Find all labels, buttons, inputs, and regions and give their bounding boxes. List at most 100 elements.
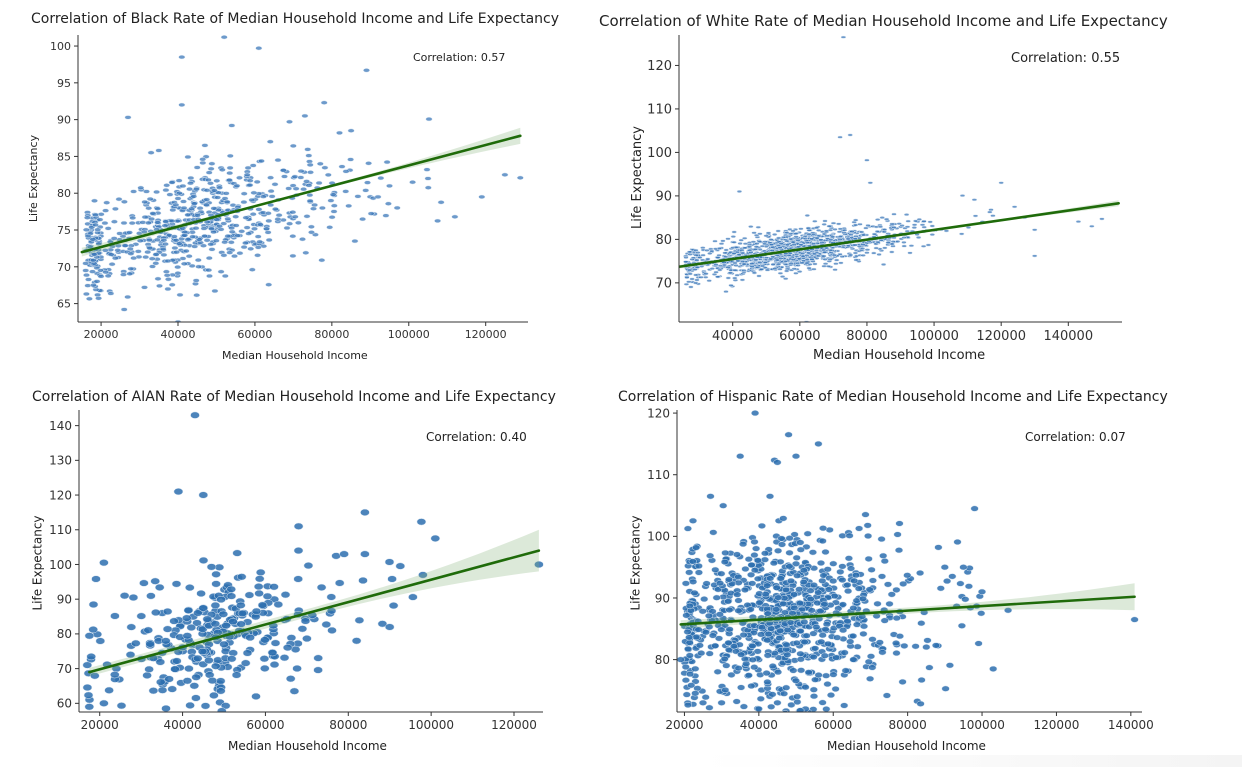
data-point: [289, 234, 297, 239]
data-point: [89, 258, 97, 263]
data-point: [747, 561, 756, 569]
data-point: [832, 654, 841, 661]
data-point: [168, 180, 176, 185]
data-point: [779, 275, 786, 279]
data-point: [224, 233, 232, 239]
data-point: [180, 205, 188, 211]
data-point: [292, 186, 300, 191]
data-point: [801, 684, 810, 691]
data-point: [684, 276, 690, 279]
data-point: [686, 671, 695, 678]
data-point: [271, 206, 279, 212]
data-point: [437, 200, 445, 205]
data-point: [306, 198, 314, 204]
data-point: [213, 217, 221, 222]
data-point: [824, 640, 833, 647]
data-point: [863, 522, 872, 529]
data-point: [964, 583, 973, 590]
data-point: [256, 222, 264, 227]
data-point: [354, 194, 362, 199]
data-point: [681, 677, 690, 684]
data-point: [172, 238, 180, 243]
data-point: [773, 699, 782, 706]
data-point: [866, 653, 876, 660]
data-point: [737, 651, 746, 658]
data-point: [756, 695, 765, 702]
data-point: [720, 558, 729, 566]
data-point: [307, 224, 315, 229]
data-point: [729, 643, 739, 650]
y-axis-label: Life Expectancy: [628, 515, 643, 611]
data-point: [883, 581, 893, 588]
data-point: [877, 536, 886, 543]
y-tick-label: 80: [57, 187, 71, 200]
data-point: [704, 612, 714, 619]
data-point: [205, 255, 213, 261]
data-point: [705, 704, 714, 711]
data-point: [839, 627, 848, 634]
data-point: [852, 251, 859, 255]
data-point: [777, 271, 784, 275]
y-tick-label: 80: [655, 653, 670, 667]
data-point: [763, 637, 772, 644]
data-point: [687, 682, 696, 689]
data-point: [683, 525, 692, 532]
data-point: [855, 525, 864, 532]
data-point: [681, 580, 690, 587]
data-point: [851, 572, 861, 579]
data-point: [685, 569, 694, 576]
data-point: [809, 630, 818, 637]
data-point: [734, 597, 743, 604]
data-point: [685, 634, 694, 641]
data-point: [948, 573, 957, 580]
data-point: [864, 658, 873, 665]
data-point: [423, 167, 431, 172]
data-point: [342, 189, 350, 194]
data-point: [382, 213, 390, 218]
data-point: [957, 622, 966, 629]
data-point: [184, 237, 192, 242]
data-point: [154, 276, 162, 281]
data-point: [316, 161, 324, 166]
data-point: [753, 557, 763, 564]
data-point: [83, 272, 90, 278]
data-point: [233, 183, 241, 188]
data-point: [768, 238, 774, 242]
data-point: [868, 664, 877, 671]
data-point: [907, 251, 913, 255]
data-point: [941, 685, 950, 692]
data-point: [192, 187, 200, 192]
data-point: [685, 639, 694, 646]
data-point: [697, 650, 706, 657]
data-point: [868, 577, 877, 584]
data-point: [853, 643, 862, 650]
data-point: [793, 698, 802, 706]
data-point: [689, 277, 695, 281]
y-tick-label: 85: [57, 150, 71, 163]
data-point: [318, 258, 326, 263]
data-point: [111, 206, 119, 212]
data-point: [264, 211, 272, 216]
data-point: [781, 710, 789, 712]
data-point: [849, 632, 858, 640]
data-point: [685, 652, 694, 659]
data-point: [806, 587, 815, 594]
data-point: [285, 186, 293, 191]
data-point: [822, 672, 831, 679]
data-point: [706, 493, 715, 500]
data-point: [180, 199, 187, 204]
data-point: [793, 693, 802, 700]
data-point: [134, 249, 142, 254]
data-point: [905, 219, 911, 223]
y-tick-label: 110: [647, 468, 670, 482]
data-point: [792, 554, 801, 561]
data-point: [101, 248, 109, 253]
data-point: [818, 632, 827, 639]
data-point: [777, 541, 787, 548]
data-point: [174, 271, 182, 276]
data-point: [175, 178, 183, 183]
x-tick-label: 60000: [814, 718, 852, 732]
data-point: [89, 237, 97, 242]
data-point: [784, 431, 793, 438]
data-point: [226, 165, 234, 171]
